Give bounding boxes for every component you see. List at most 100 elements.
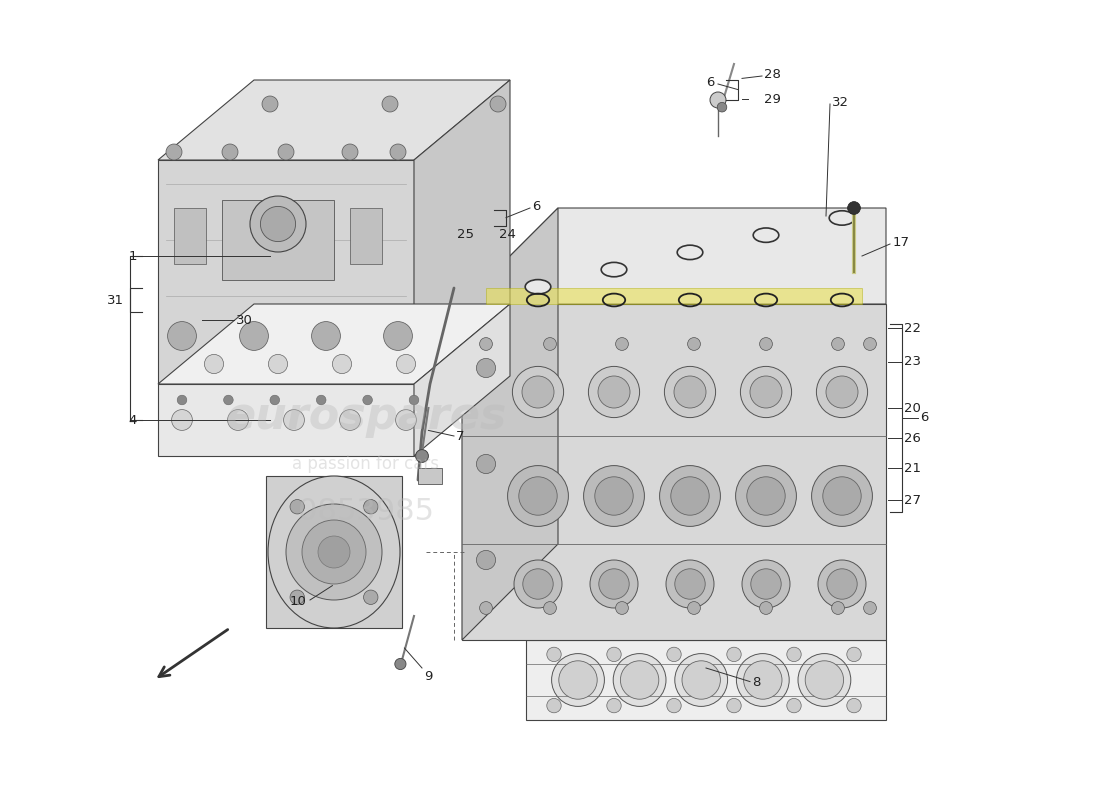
Circle shape	[717, 102, 727, 112]
Circle shape	[667, 647, 681, 662]
Circle shape	[818, 560, 866, 608]
Text: 28: 28	[763, 68, 781, 81]
Circle shape	[816, 366, 868, 418]
Polygon shape	[158, 384, 414, 456]
Text: 8: 8	[752, 676, 761, 689]
Circle shape	[864, 602, 877, 614]
Circle shape	[742, 560, 790, 608]
Circle shape	[682, 661, 720, 699]
Circle shape	[416, 450, 428, 462]
Circle shape	[409, 395, 419, 405]
Circle shape	[318, 536, 350, 568]
Polygon shape	[414, 80, 510, 384]
Circle shape	[286, 504, 382, 600]
Circle shape	[513, 366, 563, 418]
Text: 21: 21	[904, 462, 922, 474]
Circle shape	[480, 338, 493, 350]
Circle shape	[751, 569, 781, 599]
Text: 4: 4	[129, 414, 138, 426]
Circle shape	[736, 654, 789, 706]
Circle shape	[395, 658, 406, 670]
Circle shape	[543, 602, 557, 614]
Polygon shape	[266, 476, 402, 628]
Circle shape	[166, 144, 182, 160]
Text: 27: 27	[904, 494, 922, 506]
Text: 17: 17	[892, 236, 910, 249]
Text: 0853985: 0853985	[298, 498, 434, 526]
Text: 31: 31	[108, 294, 124, 306]
Text: 9: 9	[425, 670, 432, 683]
Circle shape	[671, 477, 710, 515]
Circle shape	[598, 376, 630, 408]
Circle shape	[514, 560, 562, 608]
Circle shape	[268, 354, 287, 374]
Circle shape	[674, 654, 727, 706]
Circle shape	[317, 395, 326, 405]
Circle shape	[847, 647, 861, 662]
Circle shape	[340, 410, 361, 430]
Circle shape	[290, 499, 305, 514]
Circle shape	[262, 96, 278, 112]
Circle shape	[710, 92, 726, 108]
Circle shape	[205, 354, 223, 374]
Circle shape	[727, 698, 741, 713]
Circle shape	[302, 520, 366, 584]
Polygon shape	[462, 208, 558, 640]
Text: 7: 7	[455, 430, 464, 443]
Circle shape	[798, 654, 850, 706]
Circle shape	[390, 144, 406, 160]
Circle shape	[736, 466, 796, 526]
Text: 26: 26	[904, 432, 922, 445]
Circle shape	[480, 602, 493, 614]
Text: 22: 22	[904, 322, 922, 334]
Circle shape	[588, 366, 639, 418]
Circle shape	[522, 376, 554, 408]
Circle shape	[261, 206, 296, 242]
Circle shape	[616, 602, 628, 614]
Text: 1: 1	[129, 250, 138, 262]
Circle shape	[848, 202, 860, 214]
Circle shape	[284, 410, 305, 430]
Circle shape	[476, 454, 496, 474]
Polygon shape	[462, 304, 886, 640]
Circle shape	[607, 698, 621, 713]
Polygon shape	[414, 304, 510, 456]
Circle shape	[823, 477, 861, 515]
Circle shape	[674, 376, 706, 408]
Circle shape	[396, 354, 416, 374]
Circle shape	[688, 338, 701, 350]
Ellipse shape	[268, 476, 400, 628]
Circle shape	[223, 395, 233, 405]
Circle shape	[598, 569, 629, 599]
Circle shape	[270, 395, 279, 405]
Circle shape	[760, 338, 772, 350]
Text: 6: 6	[706, 76, 715, 89]
Circle shape	[490, 96, 506, 112]
Text: 6: 6	[532, 200, 541, 213]
Circle shape	[727, 647, 741, 662]
Text: 10: 10	[290, 595, 307, 608]
Circle shape	[740, 366, 792, 418]
Circle shape	[364, 499, 378, 514]
Circle shape	[613, 654, 666, 706]
Circle shape	[290, 590, 305, 605]
Circle shape	[240, 322, 268, 350]
Circle shape	[476, 550, 496, 570]
Circle shape	[660, 466, 720, 526]
Circle shape	[750, 376, 782, 408]
Circle shape	[666, 560, 714, 608]
Circle shape	[250, 196, 306, 252]
Circle shape	[674, 569, 705, 599]
Polygon shape	[350, 208, 382, 264]
Text: eurospares: eurospares	[226, 394, 507, 438]
Circle shape	[607, 647, 621, 662]
Circle shape	[667, 698, 681, 713]
Polygon shape	[158, 304, 510, 384]
Circle shape	[584, 466, 645, 526]
Text: 20: 20	[904, 402, 922, 414]
Circle shape	[847, 698, 861, 713]
Circle shape	[747, 477, 785, 515]
Circle shape	[664, 366, 716, 418]
Text: 32: 32	[833, 96, 849, 109]
Circle shape	[744, 661, 782, 699]
